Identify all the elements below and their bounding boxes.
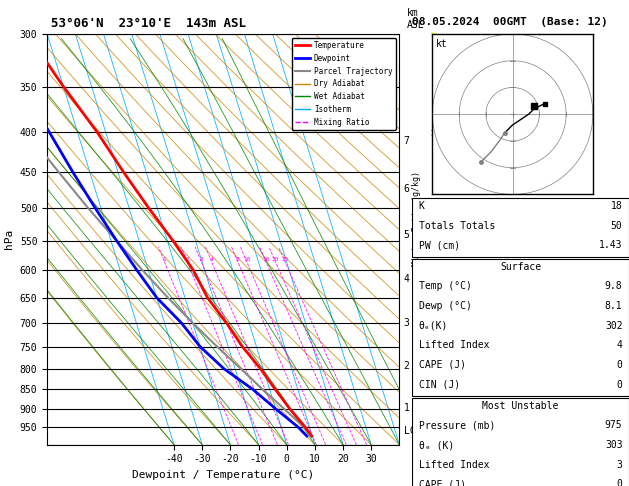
Text: 8: 8 [236,257,240,262]
Text: 50: 50 [611,221,623,231]
Bar [412,398,629,486]
Text: 4: 4 [404,275,409,284]
Y-axis label: hPa: hPa [4,229,14,249]
Text: >: > [430,203,439,213]
Text: 1: 1 [404,403,409,414]
Text: Totals Totals: Totals Totals [418,221,495,231]
Text: Lifted Index: Lifted Index [418,340,489,350]
Text: 8.1: 8.1 [605,301,623,311]
Text: 4: 4 [210,257,213,262]
Text: 303: 303 [605,440,623,450]
Text: 975: 975 [605,420,623,431]
Text: 25: 25 [281,257,289,262]
Text: K: K [418,201,425,211]
Text: 16: 16 [262,257,270,262]
Text: 2: 2 [186,257,189,262]
Text: >: > [430,431,439,441]
Text: Temp (°C): Temp (°C) [418,281,471,291]
Text: 6: 6 [404,184,409,193]
Text: km
ASL: km ASL [406,8,424,30]
Text: θₑ(K): θₑ(K) [418,321,448,330]
Text: Pressure (mb): Pressure (mb) [418,420,495,431]
Bar [412,198,629,257]
Text: 53°06'N  23°10'E  143m ASL: 53°06'N 23°10'E 143m ASL [51,17,246,30]
Text: 1: 1 [162,257,166,262]
Text: LCL: LCL [404,426,421,436]
Text: kt: kt [436,39,447,49]
Text: 7: 7 [404,136,409,146]
Text: 9.8: 9.8 [605,281,623,291]
Text: Most Unstable: Most Unstable [482,400,559,411]
Text: 18: 18 [611,201,623,211]
Text: 0: 0 [616,360,623,370]
Text: 302: 302 [605,321,623,330]
Text: CAPE (J): CAPE (J) [418,360,465,370]
Text: 10: 10 [243,257,250,262]
Text: >: > [430,127,439,137]
Text: 20: 20 [272,257,279,262]
Text: PW (cm): PW (cm) [418,241,460,250]
Legend: Temperature, Dewpoint, Parcel Trajectory, Dry Adiabat, Wet Adiabat, Isotherm, Mi: Temperature, Dewpoint, Parcel Trajectory… [292,38,396,130]
X-axis label: Dewpoint / Temperature (°C): Dewpoint / Temperature (°C) [132,470,314,480]
Text: >: > [430,318,439,328]
Bar [412,259,629,397]
Text: 4: 4 [616,340,623,350]
Text: 0: 0 [616,380,623,390]
Text: Surface: Surface [500,261,541,272]
Text: >: > [430,29,439,39]
Text: 5: 5 [404,229,409,240]
Text: Dewp (°C): Dewp (°C) [418,301,471,311]
Text: Mixing Ratio (g/kg): Mixing Ratio (g/kg) [412,172,421,266]
Text: 1.43: 1.43 [599,241,623,250]
Text: >: > [430,384,439,394]
Text: 0: 0 [616,479,623,486]
Text: CIN (J): CIN (J) [418,380,460,390]
Text: Lifted Index: Lifted Index [418,460,489,469]
Text: 3: 3 [199,257,203,262]
Text: 2: 2 [404,362,409,371]
Text: 3: 3 [404,318,409,328]
Text: CAPE (J): CAPE (J) [418,479,465,486]
Text: 3: 3 [616,460,623,469]
Text: θₑ (K): θₑ (K) [418,440,454,450]
Text: 08.05.2024  00GMT  (Base: 12): 08.05.2024 00GMT (Base: 12) [412,17,608,27]
